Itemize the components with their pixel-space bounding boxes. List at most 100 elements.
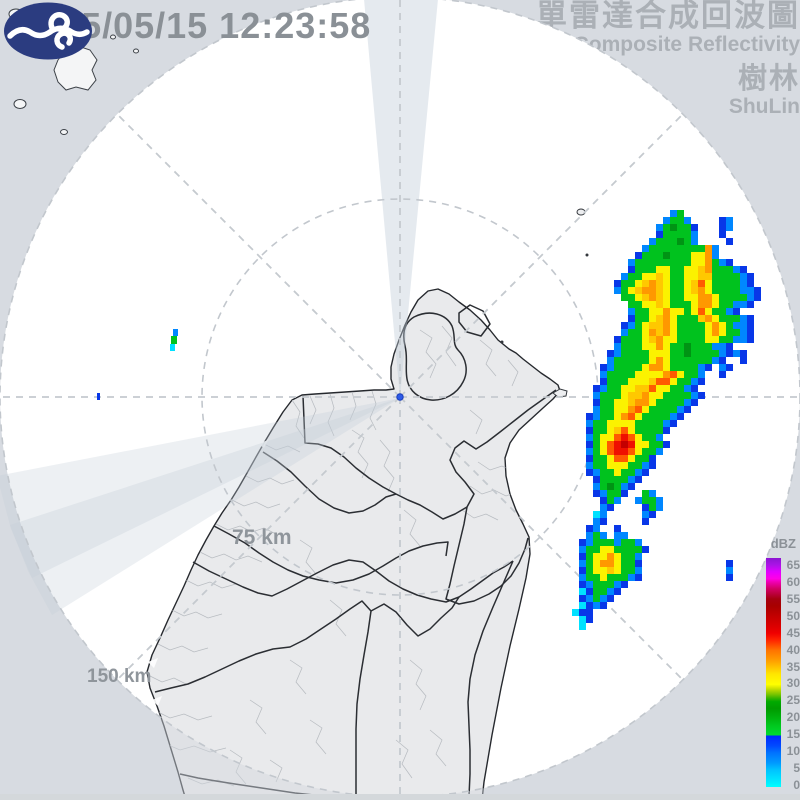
echo-cell xyxy=(635,462,642,469)
echo-cell xyxy=(586,469,593,476)
echo-cell xyxy=(670,392,677,399)
dbz-tick-label: 55 xyxy=(786,591,800,606)
echo-cell xyxy=(600,511,607,518)
echo-cell xyxy=(705,336,712,343)
echo-cell xyxy=(656,406,663,413)
echo-cell xyxy=(691,231,698,238)
echo-cell xyxy=(733,266,740,273)
dbz-tick-label: 5 xyxy=(793,761,800,776)
echo-cell xyxy=(656,371,663,378)
echo-cell xyxy=(607,399,614,406)
echo-cell xyxy=(628,483,635,490)
echo-cell xyxy=(607,490,614,497)
echo-cell xyxy=(600,567,607,574)
echo-cell xyxy=(705,252,712,259)
echo-cell xyxy=(684,259,691,266)
echo-cell xyxy=(607,434,614,441)
echo-cell xyxy=(656,343,663,350)
echo-cell xyxy=(621,462,628,469)
echo-cell xyxy=(677,364,684,371)
echo-cell xyxy=(705,357,712,364)
echo-cell xyxy=(684,224,691,231)
echo-cell xyxy=(656,336,663,343)
echo-cell xyxy=(677,294,684,301)
echo-cell xyxy=(691,238,698,245)
echo-cell xyxy=(656,399,663,406)
echo-cell xyxy=(719,224,726,231)
echo-cell xyxy=(691,371,698,378)
echo-cell xyxy=(642,301,649,308)
echo-cell xyxy=(670,343,677,350)
echo-cell xyxy=(677,315,684,322)
echo-cell xyxy=(712,308,719,315)
echo-cell xyxy=(593,518,600,525)
echo-cell xyxy=(698,266,705,273)
echo-cell xyxy=(586,567,593,574)
echo-cell xyxy=(733,287,740,294)
echo-cell xyxy=(691,378,698,385)
dbz-tick-label: 15 xyxy=(786,727,800,742)
echo-cell xyxy=(726,266,733,273)
echo-cell xyxy=(642,406,649,413)
echo-cell xyxy=(600,385,607,392)
echo-cell xyxy=(726,280,733,287)
echo-cell xyxy=(649,301,656,308)
echo-cell xyxy=(621,385,628,392)
radar-center-marker xyxy=(396,393,404,401)
echo-cell xyxy=(628,294,635,301)
echo-cell xyxy=(649,364,656,371)
echo-cell xyxy=(656,224,663,231)
echo-cell xyxy=(586,609,593,616)
echo-cell xyxy=(663,252,670,259)
echo-cell xyxy=(740,322,747,329)
echo-cell xyxy=(733,273,740,280)
echo-cell xyxy=(719,336,726,343)
echo-cell xyxy=(621,581,628,588)
echo-cell xyxy=(705,287,712,294)
echo-cell xyxy=(635,357,642,364)
echo-cell xyxy=(607,567,614,574)
echo-cell xyxy=(614,539,621,546)
echo-cell xyxy=(705,245,712,252)
echo-cell xyxy=(628,287,635,294)
echo-cell xyxy=(691,392,698,399)
echo-cell xyxy=(635,266,642,273)
echo-cell xyxy=(719,315,726,322)
echo-cell xyxy=(621,539,628,546)
coastline xyxy=(146,288,561,800)
echo-cell xyxy=(691,343,698,350)
echo-cell xyxy=(642,399,649,406)
echo-cell xyxy=(635,371,642,378)
echo-cell xyxy=(628,441,635,448)
echo-cell xyxy=(628,350,635,357)
echo-cell xyxy=(579,595,586,602)
echo-cell xyxy=(642,441,649,448)
echo-cell xyxy=(621,413,628,420)
echo-cell xyxy=(670,294,677,301)
echo-cell xyxy=(635,259,642,266)
echo-cell xyxy=(586,553,593,560)
product-title-zh: 單雷達合成回波圖 xyxy=(536,0,800,33)
echo-cell xyxy=(635,336,642,343)
echo-cell xyxy=(684,217,691,224)
echo-cell xyxy=(698,392,705,399)
echo-cell xyxy=(642,413,649,420)
echo-cell xyxy=(663,392,670,399)
echo-cell xyxy=(670,371,677,378)
echo-cell xyxy=(656,448,663,455)
echo-cell xyxy=(635,574,642,581)
echo-cell xyxy=(635,315,642,322)
echo-cell xyxy=(670,266,677,273)
echo-cell xyxy=(754,294,761,301)
echo-cell xyxy=(677,329,684,336)
echo-cell xyxy=(656,385,663,392)
dbz-tick-label: 20 xyxy=(786,710,800,725)
echo-cell xyxy=(684,406,691,413)
echo-cell xyxy=(663,266,670,273)
echo-cell xyxy=(698,336,705,343)
echo-cell xyxy=(586,560,593,567)
echo-cell xyxy=(712,245,719,252)
echo-cell xyxy=(663,413,670,420)
echo-cell xyxy=(726,322,733,329)
echo-cell xyxy=(635,539,642,546)
